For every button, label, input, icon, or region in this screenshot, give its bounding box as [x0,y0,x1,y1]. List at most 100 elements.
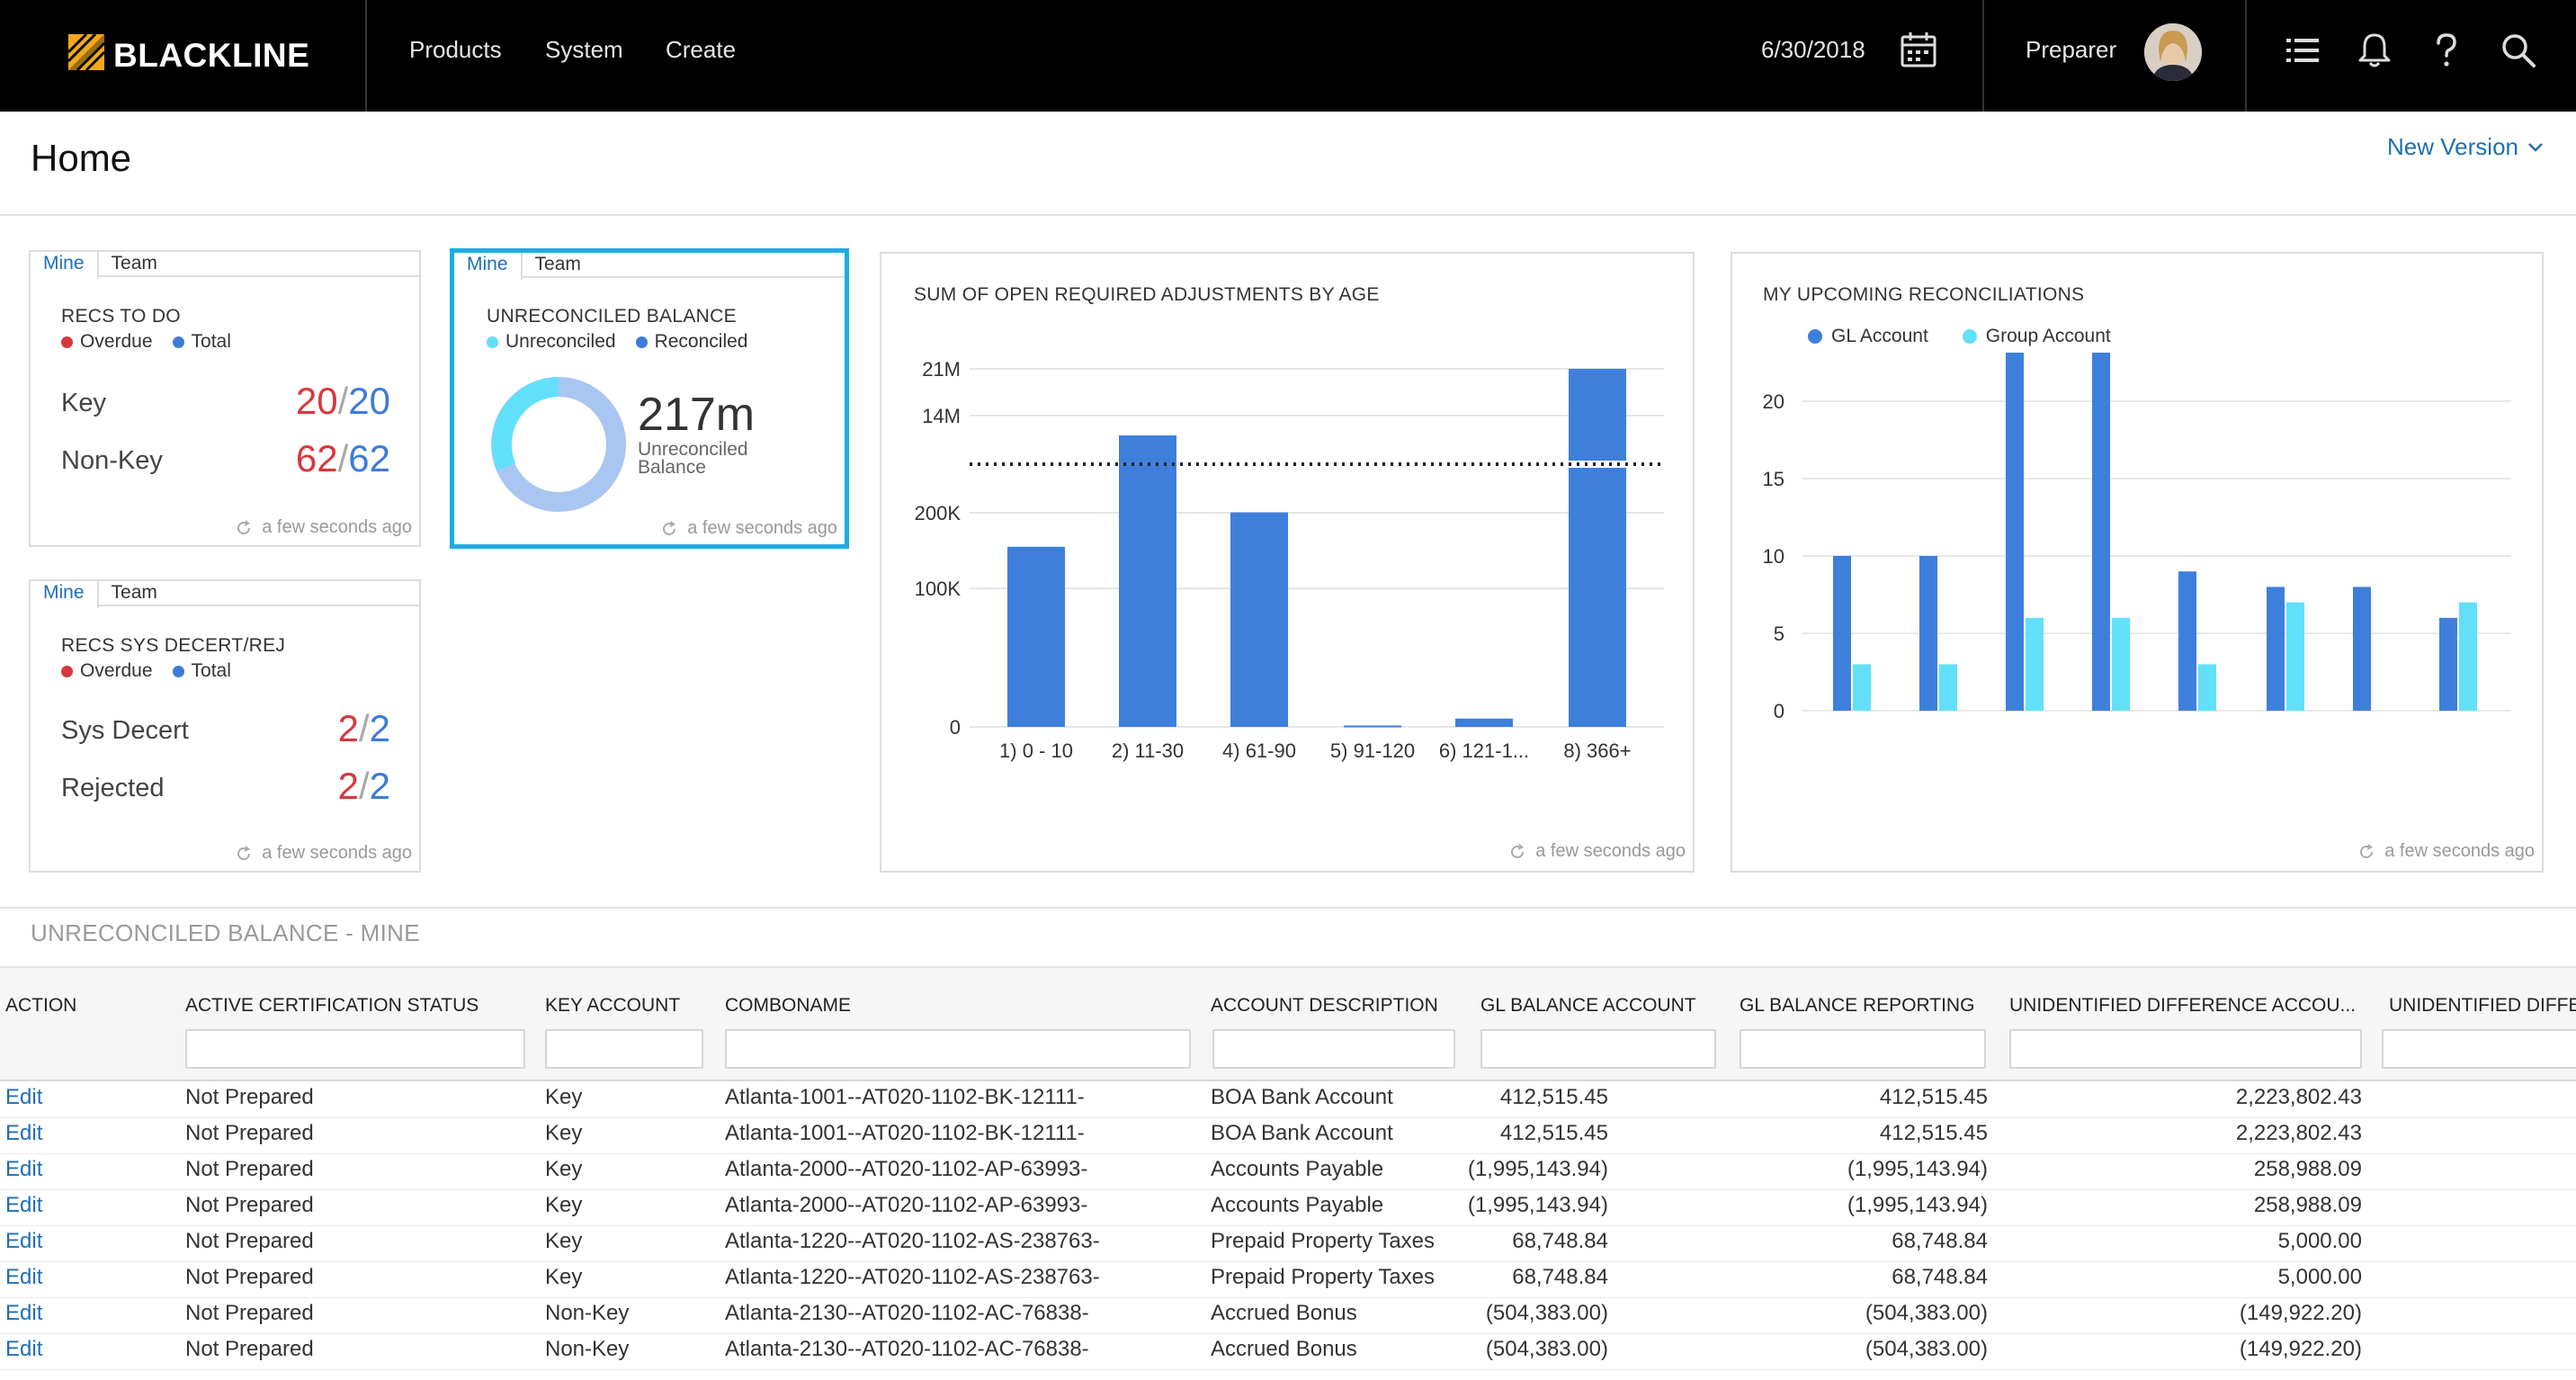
bar[interactable] [2439,617,2457,711]
refresh-icon [2360,843,2374,858]
search-icon[interactable] [2499,31,2538,70]
upcoming-bar-chart[interactable]: 0510152025 [1732,353,2544,820]
column-header-gl-balance-reporting[interactable]: GL BALANCE REPORTING [1740,995,1975,1016]
tab-team[interactable]: Team [534,254,581,274]
bar[interactable] [2267,587,2285,711]
edit-link[interactable]: Edit [5,1157,43,1181]
bar[interactable] [2026,617,2044,711]
sys-decert-total[interactable]: 2 [369,707,390,749]
bar[interactable] [1939,664,1957,711]
filter-input-key-account[interactable] [545,1029,703,1069]
filter-input-unidentified-difference-account[interactable] [2009,1029,2362,1069]
edit-link[interactable]: Edit [5,1337,43,1361]
bar[interactable] [1007,546,1065,727]
bar[interactable] [1119,435,1176,727]
cell-gl-balance-account: (504,383.00) [1485,1337,1608,1361]
bar[interactable] [1919,556,1937,711]
user-avatar[interactable] [2144,23,2202,81]
filter-input-account-description[interactable] [1212,1029,1455,1069]
tab-team[interactable]: Team [111,253,157,273]
refresh-status[interactable]: a few seconds ago [660,518,837,539]
edit-link[interactable]: Edit [5,1301,43,1325]
period-date[interactable]: 6/30/2018 [1761,36,1865,63]
refresh-status[interactable]: a few seconds ago [235,517,412,538]
bar[interactable] [1230,512,1288,727]
row-divider [0,1333,2576,1334]
upcoming-reconciliations-widget: MY UPCOMING RECONCILIATIONS GL Account G… [1731,252,2544,873]
filter-input-gl-balance-account[interactable] [1480,1029,1716,1069]
edit-link[interactable]: Edit [5,1085,43,1109]
column-header-unidentified-difference-reporting[interactable]: UNIDENTIFIED DIFFE [2389,995,2576,1016]
bar[interactable] [1853,664,1871,711]
cell-comboname: Atlanta-2130--AT020-1102-AC-76838- [725,1337,1089,1361]
widget-legend: Unreconciled Reconciled [487,331,747,353]
bar[interactable] [2286,602,2304,711]
cell-key-account: Non-Key [545,1337,630,1361]
tab-mine[interactable]: Mine [31,581,99,608]
non-key-overdue[interactable]: 62 [295,437,338,479]
help-icon[interactable] [2427,31,2466,70]
column-header-action[interactable]: ACTION [5,995,77,1016]
key-total[interactable]: 20 [348,380,390,422]
cell-comboname: Atlanta-2000--AT020-1102-AP-63993- [725,1193,1088,1217]
bar[interactable] [2198,664,2216,711]
key-count[interactable]: 20/20 [295,380,390,422]
nav-products[interactable]: Products [409,36,502,63]
bar[interactable] [2178,571,2196,711]
column-header-key-account[interactable]: KEY ACCOUNT [545,995,681,1016]
sys-decert-count[interactable]: 2/2 [337,707,390,749]
bar[interactable] [2353,587,2371,711]
bar[interactable] [1833,556,1851,711]
donut-unreconciled-segment[interactable] [491,377,559,471]
bar[interactable] [2112,617,2130,711]
column-header-account-description[interactable]: ACCOUNT DESCRIPTION [1211,995,1438,1016]
adjustments-bar-chart[interactable]: 0 100K 200K 14M 21M 1) 0 - 10 2) 11-30 4) 61-90… [881,304,1695,826]
bar[interactable] [2006,353,2024,711]
non-key-total[interactable]: 62 [348,437,390,479]
refresh-status[interactable]: a few seconds ago [235,843,412,864]
blackline-logo[interactable]: BLACKLINE [65,25,317,86]
calendar-icon[interactable] [1900,31,1937,68]
filter-input-gl-balance-reporting[interactable] [1740,1029,1986,1069]
rejected-overdue[interactable]: 2 [337,765,359,807]
column-header-gl-balance-account[interactable]: GL BALANCE ACCOUNT [1480,995,1696,1016]
nav-system[interactable]: System [545,36,623,63]
edit-link[interactable]: Edit [5,1193,43,1217]
column-header-unidentified-difference-account[interactable]: UNIDENTIFIED DIFFERENCE ACCOU... [2009,995,2357,1016]
user-role[interactable]: Preparer [2026,36,2117,63]
rejected-total[interactable]: 2 [369,765,390,807]
tab-mine[interactable]: Mine [454,253,523,280]
legend-gl-account[interactable]: GL Account [1831,326,1928,346]
refresh-icon [237,519,251,534]
list-icon[interactable] [2283,31,2322,70]
bar[interactable] [2459,602,2477,711]
edit-link[interactable]: Edit [5,1265,43,1289]
widget-title: UNRECONCILED BALANCE [487,306,737,327]
bar[interactable] [1344,725,1401,728]
unreconciled-balance-widget[interactable]: Mine Team UNRECONCILED BALANCE Unreconci… [450,248,849,549]
legend-group-account[interactable]: Group Account [1985,326,2111,346]
column-header-certification-status[interactable]: ACTIVE CERTIFICATION STATUS [185,995,479,1016]
sys-decert-overdue[interactable]: 2 [337,707,359,749]
bell-icon[interactable] [2355,31,2394,70]
bar[interactable] [1455,718,1513,727]
column-header-comboname[interactable]: COMBONAME [725,995,852,1016]
edit-link[interactable]: Edit [5,1229,43,1253]
tab-team[interactable]: Team [111,582,157,603]
tab-mine[interactable]: Mine [31,252,99,279]
filter-input-comboname[interactable] [725,1029,1191,1069]
refresh-status[interactable]: a few seconds ago [1508,841,1686,862]
bar-segment[interactable] [1569,369,1626,461]
refresh-status[interactable]: a few seconds ago [2357,841,2535,862]
filter-input-certification-status[interactable] [185,1029,525,1069]
rejected-count[interactable]: 2/2 [337,765,390,807]
edit-link[interactable]: Edit [5,1121,43,1145]
donut-chart[interactable] [488,374,629,515]
new-version-dropdown[interactable]: New Version [2387,133,2544,161]
non-key-count[interactable]: 62/62 [295,437,390,479]
bar[interactable] [1569,468,1626,727]
bar[interactable] [2092,353,2110,711]
key-overdue[interactable]: 20 [295,380,338,422]
nav-create[interactable]: Create [666,36,737,63]
filter-input-unidentified-difference-reporting[interactable] [2382,1029,2576,1069]
